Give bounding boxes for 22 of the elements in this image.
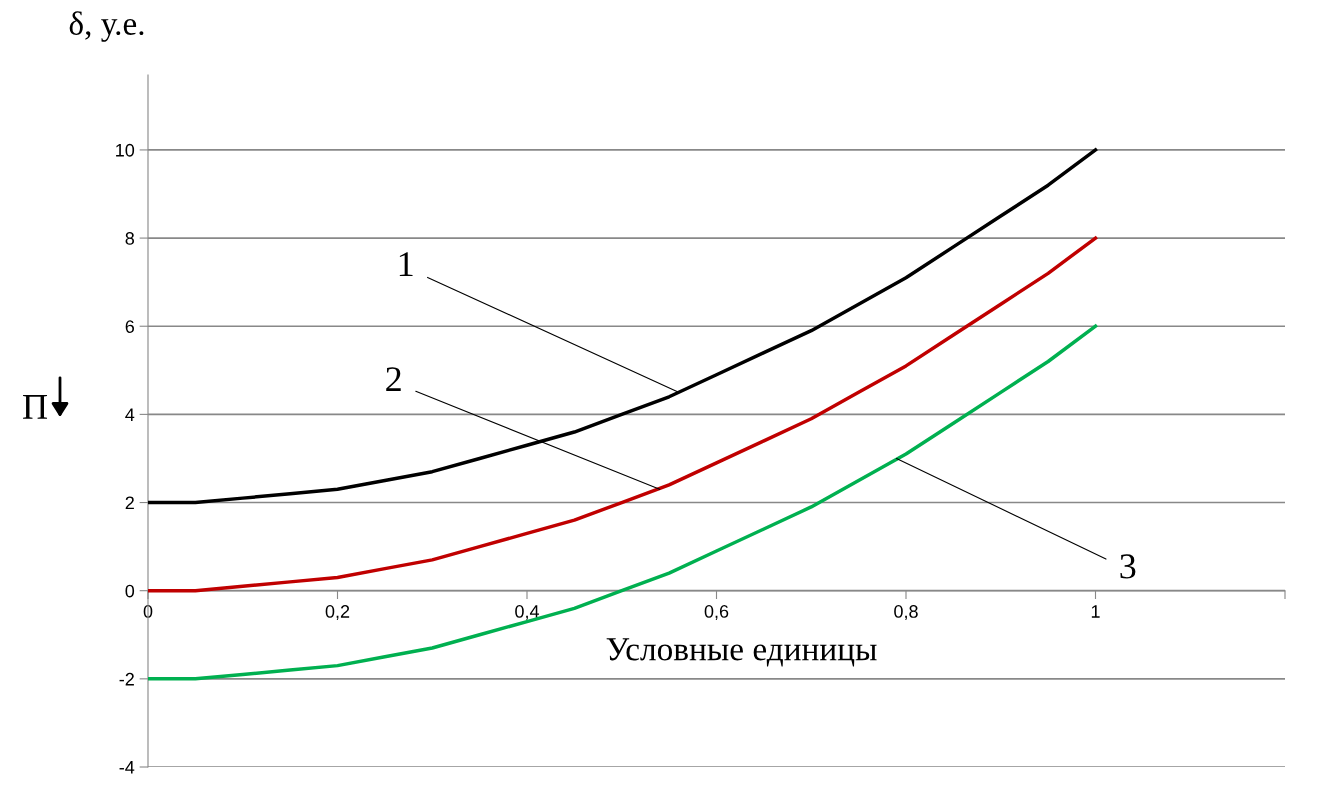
y-tick-label: 6 bbox=[125, 320, 135, 333]
x-tick-label: 0,8 bbox=[894, 605, 918, 620]
line-series bbox=[148, 236, 1098, 593]
y-tick-label: 2 bbox=[125, 496, 134, 510]
x-tick-label: 0,2 bbox=[325, 605, 350, 620]
y-axis-title: δ, у.е. bbox=[69, 11, 144, 42]
x-axis-title: Условные единицы bbox=[606, 638, 877, 667]
text: П bbox=[23, 395, 48, 419]
line-series bbox=[148, 148, 1098, 505]
annotation: 1 bbox=[399, 252, 413, 277]
annotation: 2 bbox=[386, 367, 401, 392]
y-tick-label: -2 bbox=[119, 672, 134, 686]
x-tick-label: 0,4 bbox=[515, 605, 540, 620]
y-tick-label: 10 bbox=[116, 143, 135, 157]
x-tick-label: 0,6 bbox=[704, 605, 729, 620]
y-tick-label: -4 bbox=[119, 761, 135, 774]
x-tick-label: 1 bbox=[1091, 605, 1100, 618]
y-tick-label: 4 bbox=[125, 408, 135, 421]
y-tick-label: 8 bbox=[125, 232, 135, 245]
x-tick-label: 0 bbox=[143, 605, 153, 618]
annotation: 3 bbox=[1120, 554, 1136, 579]
y-tick-label: 0 bbox=[125, 584, 135, 598]
